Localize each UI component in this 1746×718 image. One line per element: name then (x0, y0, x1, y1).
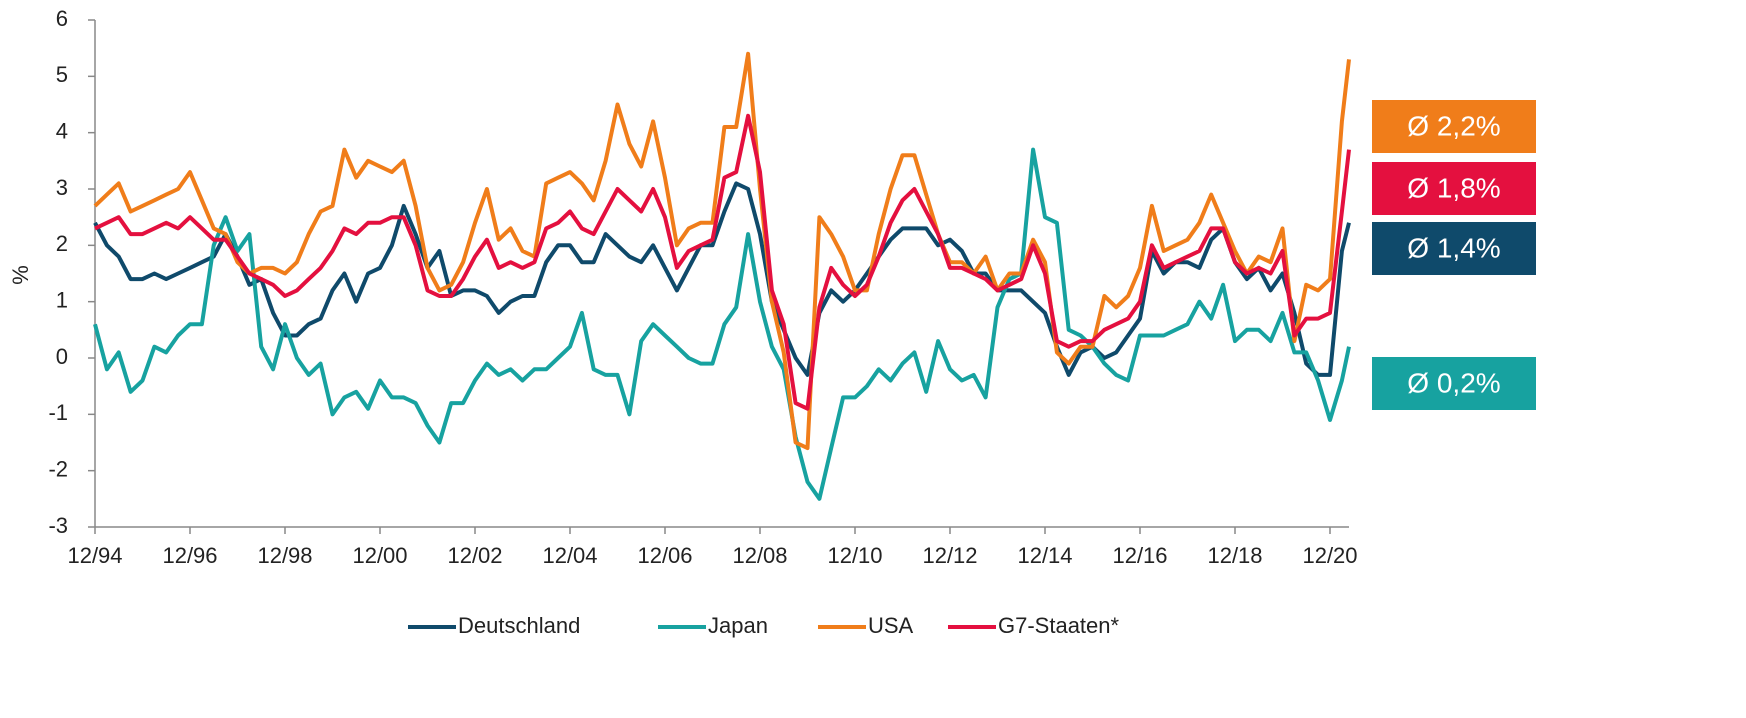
legend-label: G7-Staaten* (998, 613, 1120, 638)
y-tick-label: -1 (48, 400, 68, 425)
y-tick-label: 5 (56, 62, 68, 87)
legend-label: USA (868, 613, 914, 638)
average-label: Ø 0,2% (1407, 367, 1500, 398)
x-tick-label: 12/00 (352, 543, 407, 568)
average-label: Ø 1,8% (1407, 172, 1500, 203)
average-label: Ø 1,4% (1407, 232, 1500, 263)
x-tick-label: 12/98 (257, 543, 312, 568)
average-box: Ø 0,2% (1372, 357, 1536, 410)
series-line (93, 147, 1351, 501)
y-tick-label: -3 (48, 513, 68, 538)
y-tick-label: 4 (56, 118, 68, 143)
x-tick-label: 12/94 (67, 543, 122, 568)
legend-label: Deutschland (458, 613, 580, 638)
x-tick-label: 12/20 (1302, 543, 1357, 568)
x-tick-label: 12/16 (1112, 543, 1167, 568)
series-line (94, 113, 1351, 411)
average-box: Ø 1,4% (1372, 222, 1536, 275)
average-box-bg (1372, 162, 1536, 215)
x-tick-label: 12/10 (827, 543, 882, 568)
average-box-bg (1372, 100, 1536, 153)
y-tick-label: 0 (56, 344, 68, 369)
y-tick-label: -2 (48, 456, 68, 481)
x-tick-label: 12/14 (1017, 543, 1072, 568)
x-tick-label: 12/08 (732, 543, 787, 568)
y-tick-label: 6 (56, 6, 68, 31)
average-label: Ø 2,2% (1407, 110, 1500, 141)
y-tick-label: 3 (56, 175, 68, 200)
y-axis-label: % (8, 265, 33, 285)
x-tick-label: 12/02 (447, 543, 502, 568)
y-tick-label: 1 (56, 287, 68, 312)
y-tick-label: 2 (56, 231, 68, 256)
average-box-bg (1372, 357, 1536, 410)
x-tick-label: 12/96 (162, 543, 217, 568)
x-tick-label: 12/04 (542, 543, 597, 568)
average-box: Ø 2,2% (1372, 100, 1536, 153)
x-tick-label: 12/06 (637, 543, 692, 568)
average-box-bg (1372, 222, 1536, 275)
series-line (93, 181, 1351, 377)
legend-label: Japan (708, 613, 768, 638)
average-box: Ø 1,8% (1372, 162, 1536, 215)
x-tick-label: 12/12 (922, 543, 977, 568)
x-tick-label: 12/18 (1207, 543, 1262, 568)
series-line (93, 51, 1351, 451)
